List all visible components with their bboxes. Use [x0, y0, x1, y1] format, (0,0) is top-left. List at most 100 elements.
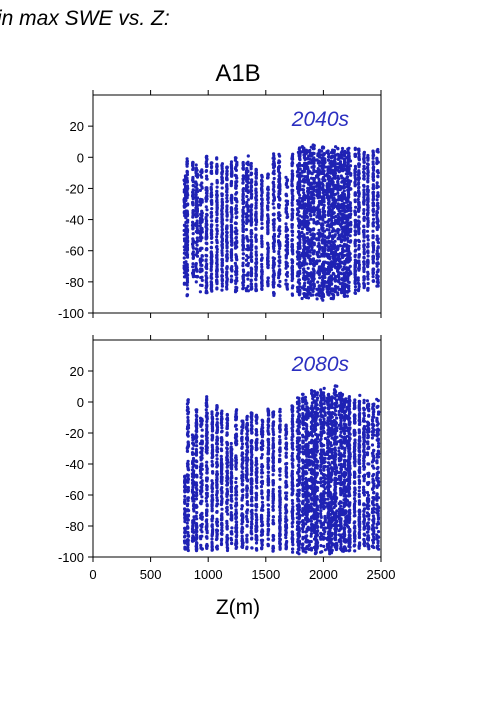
- scatter-point: [191, 167, 195, 172]
- scatter-point: [220, 186, 224, 190]
- scatter-point: [220, 257, 224, 262]
- scatter-point: [272, 160, 276, 164]
- scatter-point: [225, 253, 229, 257]
- scatter-point: [362, 282, 366, 286]
- scatter-point: [309, 238, 313, 242]
- scatter-point: [297, 288, 301, 292]
- scatter-point: [215, 205, 219, 209]
- scatter-point: [204, 291, 208, 295]
- scatter-point: [246, 174, 250, 178]
- scatter-point: [249, 251, 253, 255]
- scatter-point: [200, 254, 204, 258]
- scatter-point: [215, 270, 219, 274]
- scatter-point: [194, 537, 198, 541]
- scatter-point: [321, 226, 325, 230]
- scatter-point: [211, 471, 215, 475]
- scatter-point: [230, 201, 234, 205]
- scatter-point: [376, 269, 380, 273]
- scatter-point: [210, 548, 214, 552]
- scatter-point: [204, 197, 208, 201]
- scatter-point: [376, 255, 380, 259]
- scatter-point: [348, 234, 352, 238]
- scatter-point: [290, 169, 294, 173]
- scatter-point: [249, 269, 253, 273]
- scatter-point: [204, 259, 208, 263]
- scatter-point: [309, 283, 313, 287]
- scatter-point: [309, 217, 313, 221]
- scatter-point: [183, 475, 187, 479]
- scatter-point: [333, 201, 337, 205]
- scatter-point: [210, 532, 214, 536]
- scatter-point: [260, 217, 264, 221]
- scatter-point: [194, 440, 198, 444]
- scatter-point: [315, 169, 319, 174]
- scatter-point: [205, 177, 209, 181]
- scatter-point: [191, 175, 195, 180]
- scatter-point: [290, 248, 294, 252]
- scatter-point: [326, 213, 331, 217]
- scatter-point: [328, 255, 332, 259]
- scatter-point: [254, 269, 258, 273]
- scatter-point: [376, 261, 380, 265]
- scatter-point: [246, 272, 250, 276]
- scatter-point: [277, 255, 282, 259]
- scatter-point: [225, 188, 229, 192]
- scatter-point: [346, 252, 351, 256]
- scatter-point: [353, 225, 357, 229]
- scatter-point: [306, 202, 310, 207]
- scatter-point: [353, 249, 357, 253]
- scatter-point: [195, 183, 199, 187]
- scatter-point: [357, 215, 361, 219]
- scatter-point: [266, 262, 270, 266]
- scatter-point: [235, 215, 239, 219]
- scatter-point: [354, 230, 358, 234]
- scatter-point: [246, 214, 250, 218]
- scatter-point: [191, 238, 195, 243]
- scatter-point: [229, 220, 233, 224]
- scatter-point: [250, 245, 254, 249]
- scatter-point: [333, 157, 337, 161]
- scatter-point: [357, 247, 361, 251]
- scatter-point: [284, 222, 288, 226]
- scatter-point: [337, 275, 341, 279]
- scatter-point: [215, 232, 219, 236]
- scatter-point: [315, 158, 319, 162]
- scatter-point: [210, 284, 214, 288]
- scatter-point: [362, 183, 366, 188]
- scatter-point: [185, 179, 189, 183]
- scatter-point: [205, 485, 209, 489]
- scatter-point: [194, 193, 198, 197]
- scatter-point: [225, 237, 229, 242]
- scatter-point: [185, 227, 189, 231]
- scatter-point: [210, 525, 214, 529]
- scatter-point: [185, 517, 189, 521]
- scatter-point: [307, 227, 311, 231]
- scatter-point: [371, 196, 375, 200]
- scatter-point: [309, 171, 313, 175]
- scatter-point: [184, 198, 188, 203]
- scatter-point: [245, 194, 249, 199]
- scatter-point: [254, 172, 258, 176]
- scatter-point: [333, 192, 338, 196]
- scatter-point: [199, 234, 203, 238]
- scatter-point: [191, 262, 195, 266]
- scatter-point: [290, 233, 295, 237]
- scatter-point: [338, 223, 342, 227]
- scatter-point: [323, 260, 327, 264]
- scatter-point: [375, 249, 379, 253]
- scatter-point: [249, 192, 253, 196]
- scatter-point: [285, 212, 289, 216]
- scatter-point: [291, 211, 295, 216]
- scatter-point: [194, 483, 199, 488]
- scatter-point: [215, 278, 219, 282]
- scatter-point: [376, 246, 380, 250]
- scatter-point: [210, 433, 214, 437]
- scatter-point: [242, 200, 246, 205]
- scatter-point: [333, 172, 337, 176]
- scatter-point: [323, 275, 327, 280]
- scatter-point: [309, 214, 313, 218]
- scatter-point: [215, 457, 219, 461]
- scatter-point: [225, 227, 229, 231]
- scatter-point: [186, 398, 190, 403]
- scatter-point: [241, 192, 245, 196]
